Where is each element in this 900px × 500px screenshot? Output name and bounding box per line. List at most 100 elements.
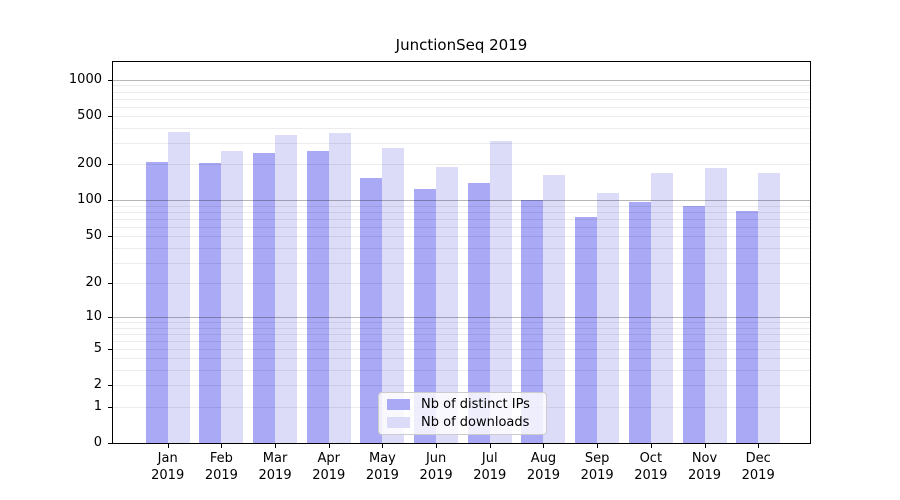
x-tick-month: Nov [691,451,718,466]
bar-downloads-dec [758,173,781,443]
bar-downloads-aug [543,174,566,443]
x-tick-year: 2019 [419,468,453,483]
bar-downloads-jan [167,131,190,443]
x-tick-year: 2019 [580,468,614,483]
x-tick-year: 2019 [365,468,399,483]
y-axis-tick [108,348,112,350]
gridline-minor [113,327,810,329]
bar-downloads-oct [650,172,673,443]
y-axis-tick [108,236,112,238]
x-axis-tick [167,444,169,448]
x-tick-label: May 2019 [352,450,412,484]
x-tick-month: Sep [584,451,610,466]
x-axis-tick [758,444,760,448]
bar-distinct-ips-jul [467,182,490,443]
y-tick-label: 2 [93,377,102,393]
x-tick-label: Aug 2019 [513,450,573,484]
x-axis-tick [489,444,491,448]
gridline-minor [113,236,810,238]
legend-swatch-distinct-ips [387,398,410,410]
legend-label-distinct-ips: Nb of distinct IPs [421,396,530,412]
x-tick-year: 2019 [204,468,238,483]
x-axis-tick [275,444,277,448]
plot-area [112,61,811,444]
bar-distinct-ips-feb [199,163,222,443]
y-axis-tick [108,282,112,284]
x-axis-tick [650,444,652,448]
x-tick-month: Apr [317,451,340,466]
y-tick-label: 0 [93,435,102,450]
x-tick-label: Mar 2019 [245,450,305,484]
x-axis-tick [704,444,706,448]
x-tick-month: Mar [262,451,288,466]
bar-distinct-ips-may [360,177,383,443]
bar-downloads-apr [328,132,351,443]
x-tick-label: Apr 2019 [299,450,359,484]
x-tick-year: 2019 [473,468,507,483]
gridline-minor [113,85,810,87]
bar-downloads-sep [597,193,620,443]
bar-distinct-ips-jun [414,188,437,443]
chart-title: JunctionSeq 2019 [395,36,528,54]
x-tick-label: Jul 2019 [460,450,520,484]
y-tick-label: 50 [85,228,102,244]
y-tick-label: 1000 [68,71,102,87]
x-tick-month: Jun [425,451,447,466]
bar-downloads-feb [221,150,244,443]
x-axis-tick [328,444,330,448]
bar-distinct-ips-nov [682,205,705,443]
x-tick-month: Jan [157,451,178,466]
bar-distinct-ips-jan [145,161,168,443]
y-tick-label: 1 [93,398,102,414]
gridline-minor [113,143,810,145]
y-tick-label: 20 [85,274,102,290]
gridline-major [113,316,810,318]
legend: Nb of distinct IPs Nb of downloads [378,392,547,435]
gridline-minor [113,247,810,249]
gridline-minor [113,205,810,207]
legend-swatch-downloads [387,417,410,429]
x-tick-year: 2019 [258,468,292,483]
y-axis-tick [108,316,112,318]
y-axis-tick [108,406,112,408]
x-tick-year: 2019 [741,468,775,483]
x-tick-year: 2019 [687,468,722,483]
x-tick-month: Feb [209,451,233,466]
y-axis-tick [108,443,112,444]
x-tick-label: Sep 2019 [567,450,627,484]
gridline-major [113,79,810,81]
gridline-minor [113,282,810,284]
x-tick-year: 2019 [312,468,346,483]
bar-distinct-ips-oct [628,202,651,443]
gridline-minor [113,164,810,166]
gridline-minor [113,348,810,350]
bar-distinct-ips-dec [736,211,759,443]
gridline-minor [113,333,810,335]
gridline-minor [113,385,810,387]
y-tick-label: 200 [77,156,102,172]
bar-distinct-ips-apr [306,150,329,443]
x-tick-month: Dec [745,451,771,466]
gridline-minor [113,127,810,129]
x-tick-label: Jun 2019 [406,450,466,484]
x-tick-month: Aug [530,451,557,466]
gridline-minor [113,358,810,360]
gridline-minor [113,262,810,264]
y-axis-tick [108,200,112,202]
legend-item-distinct-ips: Nb of distinct IPs [387,395,538,414]
bar-downloads-jul [489,141,512,443]
x-axis-tick [597,444,599,448]
legend-label-downloads: Nb of downloads [421,415,530,431]
x-tick-label: Nov 2019 [675,450,735,484]
y-axis-tick [108,164,112,166]
bar-downloads-nov [704,167,727,443]
x-axis-tick [543,444,545,448]
bar-downloads-jun [436,167,459,443]
x-tick-label: Oct 2019 [621,450,681,484]
x-tick-label: Feb 2019 [191,450,251,484]
gridline-minor [113,218,810,220]
gridline-minor [113,98,810,100]
bar-distinct-ips-aug [521,200,544,443]
y-axis-tick [108,385,112,387]
